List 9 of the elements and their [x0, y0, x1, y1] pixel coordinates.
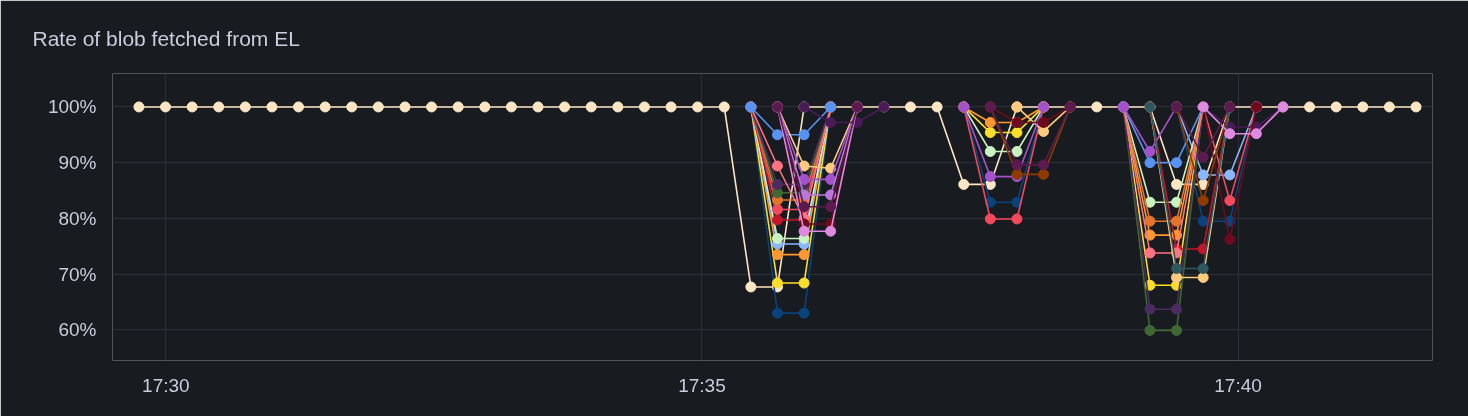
x-tick-label: 17:30	[142, 374, 190, 396]
chart-title: Rate of blob fetched from EL	[32, 26, 300, 50]
y-tick-label: 60%	[58, 319, 97, 341]
x-tick-label: 17:40	[1214, 374, 1262, 396]
x-tick-label: 17:35	[678, 374, 726, 396]
y-tick-label: 90%	[58, 152, 97, 174]
y-tick-label: 80%	[58, 207, 97, 229]
y-tick-label: 70%	[58, 263, 97, 285]
y-tick-label: 100%	[47, 96, 97, 118]
